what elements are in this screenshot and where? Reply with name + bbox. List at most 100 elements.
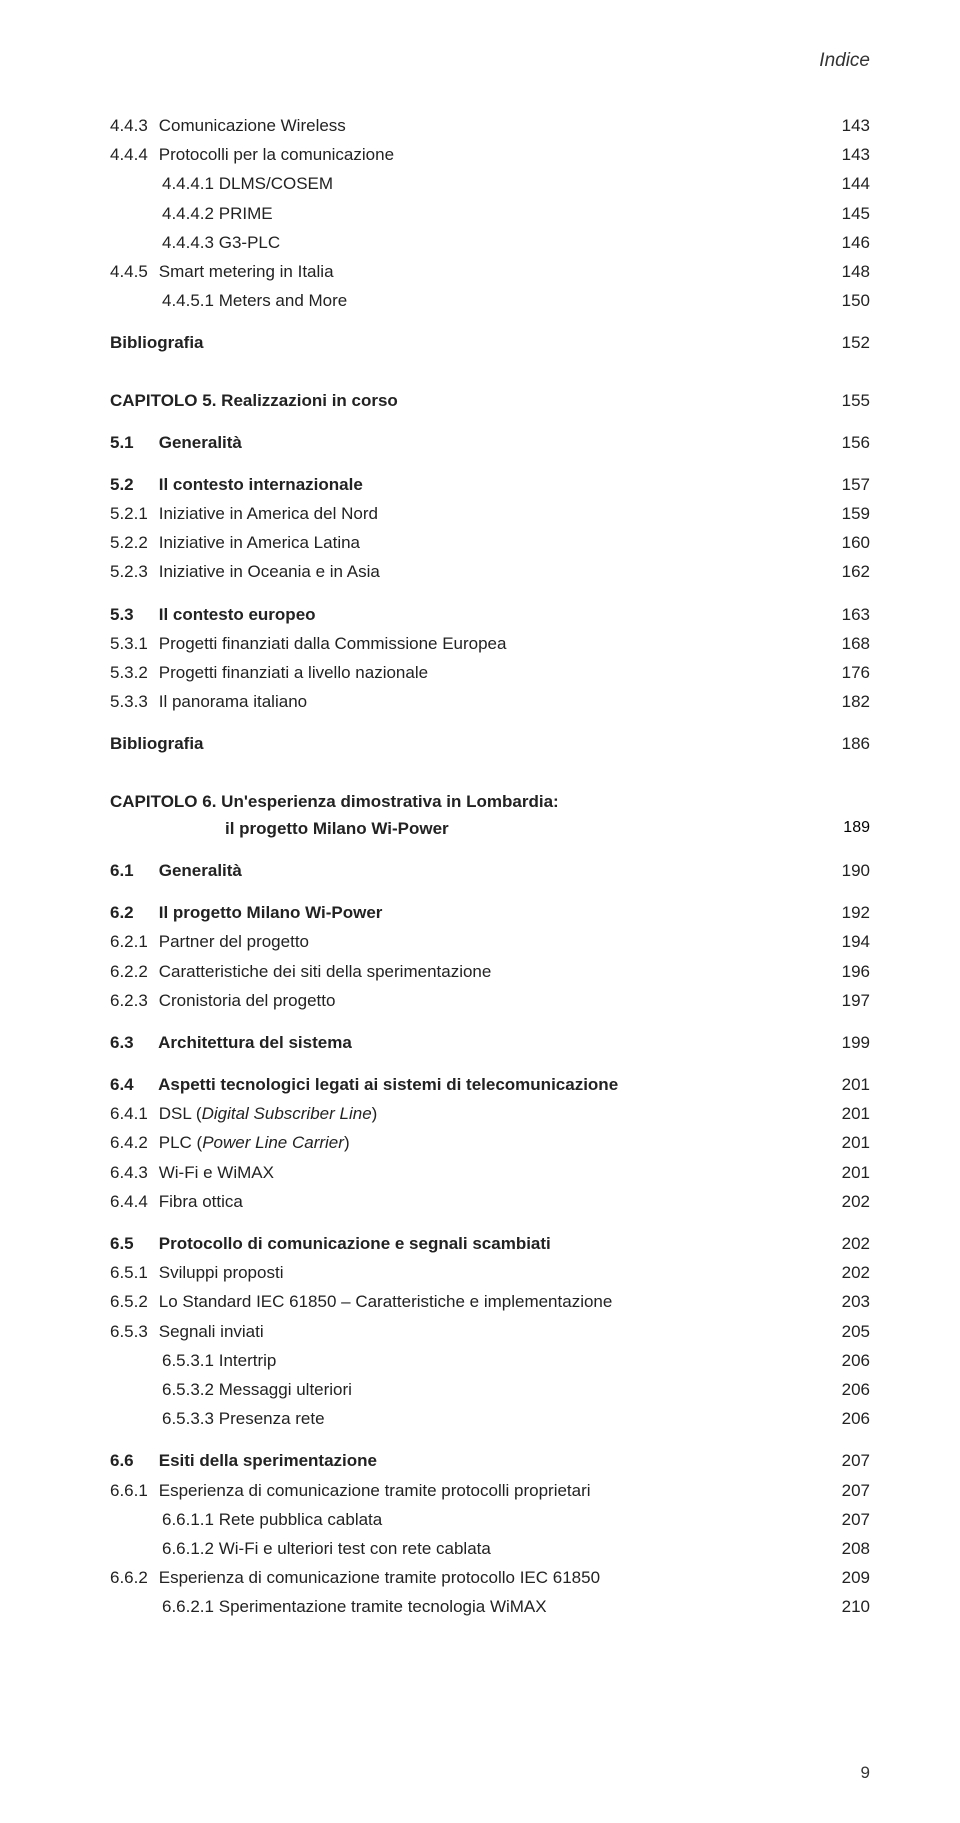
toc-entry-title: DSL (Digital Subscriber Line) [159, 1104, 378, 1123]
toc-row: 6.5 Protocollo di comunicazione e segnal… [110, 1230, 870, 1257]
toc-entry-page: 146 [830, 229, 870, 256]
toc-entry-number: 4.4.5.1 [162, 287, 214, 314]
toc-entry-title: Lo Standard IEC 61850 – Caratteristiche … [159, 1292, 613, 1311]
toc-entry-number: 6.2.1 [110, 928, 154, 955]
toc-entry-title: Bibliografia [110, 730, 830, 757]
toc-entry-label: 6.5.3.2 Messaggi ulteriori [162, 1376, 830, 1403]
toc-entry-number: 6.1 [110, 857, 154, 884]
toc-row: 4.4.4 Protocolli per la comunicazione143 [110, 141, 870, 168]
toc-entry-label: 6.5.3 Segnali inviati [110, 1318, 830, 1345]
toc-entry-title: Aspetti tecnologici legati ai sistemi di… [158, 1075, 618, 1094]
toc-entry-label: 5.3 Il contesto europeo [110, 601, 830, 628]
toc-entry-label: 6.6.1 Esperienza di comunicazione tramit… [110, 1477, 830, 1504]
toc-entry-number: 6.6.2.1 [162, 1593, 214, 1620]
toc-entry-label: 6.2 Il progetto Milano Wi-Power [110, 899, 830, 926]
toc-entry-title: Messaggi ulteriori [219, 1380, 352, 1399]
toc-entry-page: 201 [830, 1159, 870, 1186]
toc-entry-title: Un'esperienza dimostrativa in Lombardia: [221, 792, 559, 811]
toc-container: 4.4.3 Comunicazione Wireless1434.4.4 Pro… [110, 112, 870, 1620]
toc-entry-title: Meters and More [219, 291, 348, 310]
toc-entry-label: 4.4.4.1 DLMS/COSEM [162, 170, 830, 197]
toc-entry-number: 6.5 [110, 1230, 154, 1257]
toc-entry-page: 201 [830, 1071, 870, 1098]
toc-entry-page: 206 [830, 1405, 870, 1432]
toc-entry-title: Fibra ottica [159, 1192, 243, 1211]
toc-entry-label: 6.4.1 DSL (Digital Subscriber Line) [110, 1100, 830, 1127]
toc-entry-label: 4.4.4 Protocolli per la comunicazione [110, 141, 830, 168]
toc-entry-label: 6.4.4 Fibra ottica [110, 1188, 830, 1215]
toc-entry-title: Esperienza di comunicazione tramite prot… [159, 1481, 591, 1500]
toc-entry-title: Sperimentazione tramite tecnologia WiMAX [219, 1597, 547, 1616]
toc-entry-page: 207 [830, 1506, 870, 1533]
toc-entry-page: 160 [830, 529, 870, 556]
toc-entry-label: 6.5.3.3 Presenza rete [162, 1405, 830, 1432]
toc-entry-number: 6.5.3.3 [162, 1405, 214, 1432]
toc-entry-number: 6.2.2 [110, 958, 154, 985]
toc-entry-title: Protocolli per la comunicazione [159, 145, 394, 164]
toc-entry-title: Wi-Fi e ulteriori test con rete cablata [219, 1539, 491, 1558]
toc-entry-title: Wi-Fi e WiMAX [159, 1163, 274, 1182]
toc-entry-number: 4.4.3 [110, 112, 154, 139]
toc-entry-page: 162 [830, 558, 870, 585]
toc-row: 5.2.2 Iniziative in America Latina160 [110, 529, 870, 556]
page-header: Indice [110, 50, 870, 72]
toc-entry-page: 182 [830, 688, 870, 715]
toc-entry-label: 6.3 Architettura del sistema [110, 1029, 830, 1056]
toc-entry-number: 6.6.1.2 [162, 1535, 214, 1562]
toc-entry-label: 6.5 Protocollo di comunicazione e segnal… [110, 1230, 830, 1257]
toc-entry-number: 6.4 [110, 1071, 154, 1098]
toc-entry-label: 6.2.3 Cronistoria del progetto [110, 987, 830, 1014]
toc-entry-page: 148 [830, 258, 870, 285]
toc-entry-title: Il contesto internazionale [159, 475, 363, 494]
toc-entry-page: 189 [830, 815, 870, 841]
toc-entry-label: 5.2.1 Iniziative in America del Nord [110, 500, 830, 527]
toc-row: Bibliografia152 [110, 329, 870, 356]
toc-row: 6.2 Il progetto Milano Wi-Power192 [110, 899, 870, 926]
toc-entry-title: Rete pubblica cablata [219, 1510, 383, 1529]
toc-row: 6.5.3.1 Intertrip206 [110, 1347, 870, 1374]
toc-entry-page: 202 [830, 1188, 870, 1215]
toc-entry-page: 207 [830, 1447, 870, 1474]
toc-entry-title: G3-PLC [219, 233, 280, 252]
toc-row: 6.6.2.1 Sperimentazione tramite tecnolog… [110, 1593, 870, 1620]
toc-entry-label: 5.3.2 Progetti finanziati a livello nazi… [110, 659, 830, 686]
toc-entry-label: 5.3.1 Progetti finanziati dalla Commissi… [110, 630, 830, 657]
toc-row: 6.5.3 Segnali inviati205 [110, 1318, 870, 1345]
toc-row: 5.2.3 Iniziative in Oceania e in Asia162 [110, 558, 870, 585]
toc-row: 6.4.2 PLC (Power Line Carrier)201 [110, 1129, 870, 1156]
toc-row: 5.3 Il contesto europeo163 [110, 601, 870, 628]
toc-entry-number: 6.4.1 [110, 1100, 154, 1127]
toc-entry-number: 5.3.3 [110, 688, 154, 715]
toc-row: 6.4.1 DSL (Digital Subscriber Line)201 [110, 1100, 870, 1127]
toc-entry-number: 6.5.3.1 [162, 1347, 214, 1374]
toc-entry-label: 6.4.2 PLC (Power Line Carrier) [110, 1129, 830, 1156]
toc-entry-page: 201 [830, 1129, 870, 1156]
toc-entry-number: 4.4.4.1 [162, 170, 214, 197]
toc-row: Bibliografia186 [110, 730, 870, 757]
toc-entry-page: 190 [830, 857, 870, 884]
toc-row: 6.5.1 Sviluppi proposti202 [110, 1259, 870, 1286]
toc-entry-title: Generalità [159, 433, 242, 452]
toc-entry-number: 6.6.1.1 [162, 1506, 214, 1533]
toc-row: 6.6.2 Esperienza di comunicazione tramit… [110, 1564, 870, 1591]
toc-entry-page: 157 [830, 471, 870, 498]
toc-row: 5.2 Il contesto internazionale 157 [110, 471, 870, 498]
toc-entry-label: 4.4.3 Comunicazione Wireless [110, 112, 830, 139]
toc-row: 6.6.1 Esperienza di comunicazione tramit… [110, 1477, 870, 1504]
toc-entry-title: Progetti finanziati a livello nazionale [159, 663, 428, 682]
toc-entry-number: 5.3.1 [110, 630, 154, 657]
toc-row: 6.2.2 Caratteristiche dei siti della spe… [110, 958, 870, 985]
toc-entry-number: 6.5.1 [110, 1259, 154, 1286]
toc-entry-title: Realizzazioni in corso [221, 391, 398, 410]
toc-entry-label: 6.6.1.1 Rete pubblica cablata [162, 1506, 830, 1533]
toc-entry-number: 5.2 [110, 471, 154, 498]
toc-entry-page: 206 [830, 1347, 870, 1374]
toc-entry-page: 150 [830, 287, 870, 314]
toc-entry-title: Comunicazione Wireless [159, 116, 346, 135]
toc-entry-title: Presenza rete [219, 1409, 325, 1428]
toc-row: 6.4 Aspetti tecnologici legati ai sistem… [110, 1071, 870, 1098]
toc-entry-number: 4.4.4.2 [162, 200, 214, 227]
toc-entry-title: DLMS/COSEM [219, 174, 333, 193]
toc-entry-title: Iniziative in Oceania e in Asia [159, 562, 380, 581]
toc-entry-title: Segnali inviati [159, 1322, 264, 1341]
